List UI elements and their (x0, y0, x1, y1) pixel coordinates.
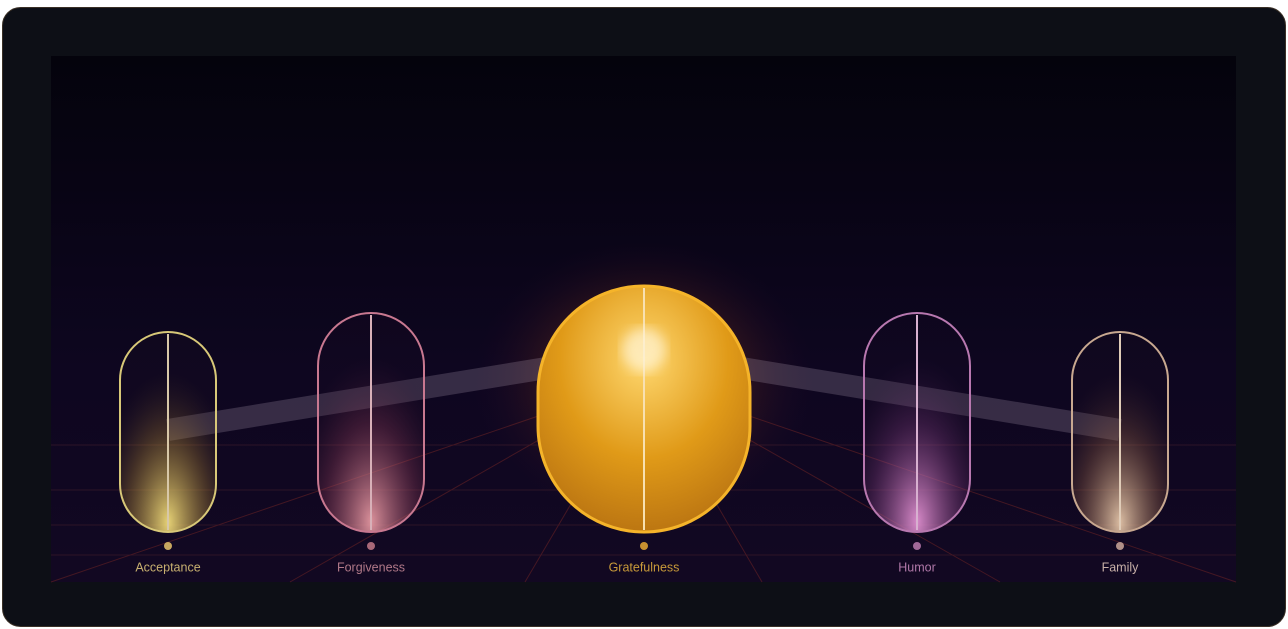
capsule (1071, 331, 1169, 550)
label: Acceptance (135, 560, 200, 574)
capsule (863, 312, 971, 550)
label: Humor (898, 560, 936, 574)
label: Family (1102, 560, 1140, 574)
label: Gratefulness (609, 560, 680, 574)
capsule (119, 331, 217, 550)
capsule (317, 312, 425, 550)
label: Forgiveness (337, 560, 405, 574)
capsule (536, 284, 752, 550)
